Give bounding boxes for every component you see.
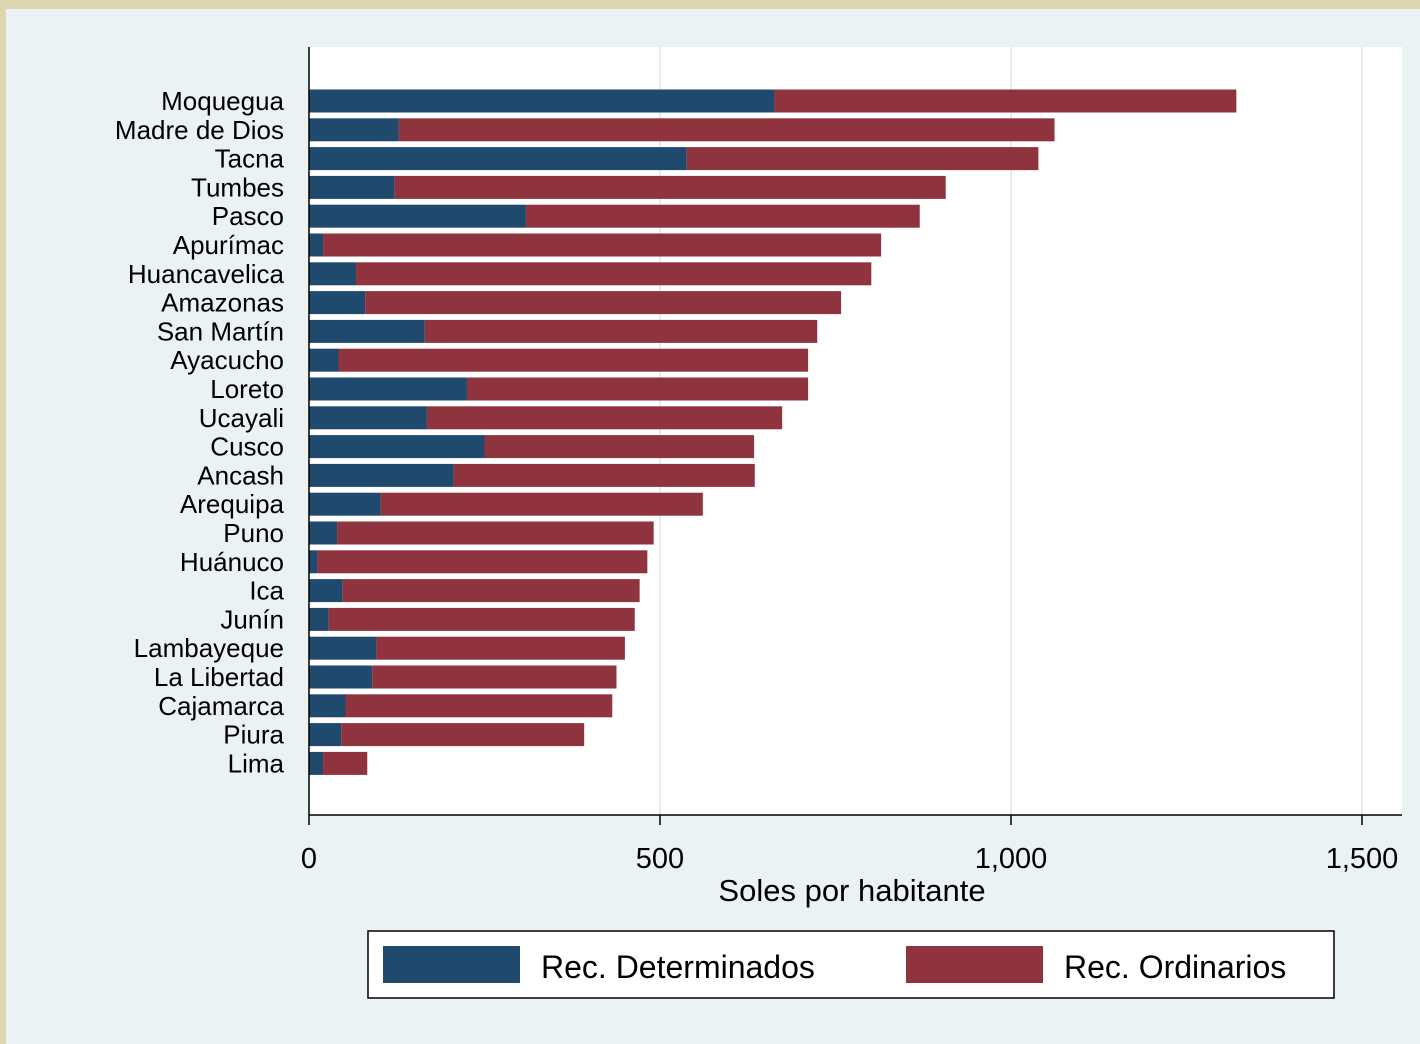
bar-arequipa-rec-determinados	[309, 492, 381, 516]
legend-label-rec-ordinarios: Rec. Ordinarios	[1064, 949, 1286, 985]
x-tick-label-1500: 1,500	[1326, 843, 1399, 875]
legend-swatch-rec-determinados	[383, 946, 520, 983]
bar-amazonas-rec-determinados	[309, 291, 366, 315]
bar-amazonas-rec-ordinarios	[365, 291, 842, 315]
category-label-ayacucho: Ayacucho	[170, 345, 284, 375]
gridlines	[659, 47, 1363, 815]
category-label-madre-de-dios: Madre de Dios	[115, 115, 284, 145]
bar-ancash-rec-ordinarios	[453, 463, 755, 487]
x-tick-label-1000: 1,000	[975, 843, 1048, 875]
category-label-pasco: Pasco	[212, 201, 284, 231]
bar-tumbes-rec-determinados	[309, 175, 395, 199]
bar-loreto-rec-ordinarios	[466, 377, 809, 401]
bar-cajamarca-rec-ordinarios	[345, 694, 613, 718]
bar-tacna-rec-determinados	[309, 147, 687, 171]
bar-arequipa-rec-ordinarios	[380, 492, 703, 516]
bar-junin-rec-ordinarios	[328, 607, 635, 631]
category-label-moquegua: Moquegua	[161, 86, 284, 116]
bar-ancash-rec-determinados	[309, 463, 454, 487]
bar-huancavelica-rec-determinados	[309, 262, 357, 286]
bar-ucayali-rec-determinados	[309, 406, 427, 430]
x-tick-label-0: 0	[301, 843, 317, 875]
legend-label-rec-determinados: Rec. Determinados	[541, 949, 815, 985]
category-label-lima: Lima	[228, 748, 285, 778]
category-label-huanuco: Huánuco	[180, 547, 284, 577]
category-label-tumbes: Tumbes	[191, 172, 284, 202]
bar-junin-rec-determinados	[309, 607, 329, 631]
category-label-ica: Ica	[249, 576, 284, 606]
bar-moquegua-rec-determinados	[309, 89, 775, 113]
legend-box	[367, 930, 1335, 999]
category-label-piura: Piura	[223, 720, 284, 750]
bar-lima-rec-ordinarios	[323, 751, 368, 775]
bars	[309, 89, 1237, 775]
bar-ayacucho-rec-ordinarios	[338, 348, 809, 372]
bar-loreto-rec-determinados	[309, 377, 467, 401]
category-label-apurimac: Apurímac	[173, 230, 284, 260]
category-label-san-martin: San Martín	[157, 316, 284, 346]
bar-lima-rec-determinados	[309, 751, 324, 775]
bar-puno-rec-ordinarios	[337, 521, 654, 545]
bar-pasco-rec-determinados	[309, 204, 526, 228]
category-label-lambayeque: Lambayeque	[134, 633, 284, 663]
bar-san-martin-rec-ordinarios	[424, 319, 818, 343]
bar-huancavelica-rec-ordinarios	[356, 262, 872, 286]
bar-tumbes-rec-ordinarios	[394, 175, 946, 199]
category-label-amazonas: Amazonas	[161, 288, 284, 318]
bar-cusco-rec-determinados	[309, 435, 485, 459]
category-label-arequipa: Arequipa	[180, 489, 285, 519]
bar-ayacucho-rec-determinados	[309, 348, 339, 372]
category-label-loreto: Loreto	[210, 374, 284, 404]
category-label-huancavelica: Huancavelica	[128, 259, 285, 289]
bar-lambayeque-rec-determinados	[309, 636, 377, 660]
bar-ucayali-rec-ordinarios	[426, 406, 783, 430]
bar-madre-de-dios-rec-determinados	[309, 118, 399, 142]
x-axis-title: Soles por habitante	[718, 873, 985, 908]
x-tick-label-500: 500	[636, 843, 684, 875]
category-label-puno: Puno	[223, 518, 284, 548]
bar-cajamarca-rec-determinados	[309, 694, 346, 718]
bar-tacna-rec-ordinarios	[686, 147, 1039, 171]
bar-san-martin-rec-determinados	[309, 319, 425, 343]
category-label-cusco: Cusco	[210, 432, 284, 462]
bar-puno-rec-determinados	[309, 521, 338, 545]
category-label-la-libertad: La Libertad	[154, 662, 284, 692]
legend: Rec. Determinados Rec. Ordinarios	[367, 930, 1335, 999]
legend-swatch-rec-ordinarios	[906, 946, 1043, 983]
bar-piura-rec-ordinarios	[341, 723, 585, 747]
bar-la-libertad-rec-ordinarios	[372, 665, 617, 689]
bar-la-libertad-rec-determinados	[309, 665, 373, 689]
bar-cusco-rec-ordinarios	[484, 435, 755, 459]
bar-madre-de-dios-rec-ordinarios	[398, 118, 1055, 142]
bar-ica-rec-determinados	[309, 579, 343, 603]
x-axis: 0 500 1,000 1,500	[301, 47, 1402, 875]
bar-apurimac-rec-determinados	[309, 233, 324, 257]
category-label-junin: Junín	[220, 604, 284, 634]
category-label-ucayali: Ucayali	[199, 403, 284, 433]
chart-frame: Moquegua Madre de Dios Tacna Tumbes Pasco Apu…	[6, 9, 1420, 1044]
category-label-ancash: Ancash	[197, 460, 284, 490]
category-label-cajamarca: Cajamarca	[158, 691, 284, 721]
bar-apurimac-rec-ordinarios	[323, 233, 882, 257]
bar-pasco-rec-ordinarios	[525, 204, 920, 228]
bar-huanuco-rec-ordinarios	[317, 550, 648, 574]
category-label-tacna: Tacna	[215, 144, 285, 174]
bar-piura-rec-determinados	[309, 723, 342, 747]
bar-ica-rec-ordinarios	[342, 579, 640, 603]
bar-moquegua-rec-ordinarios	[774, 89, 1237, 113]
bar-huanuco-rec-determinados	[309, 550, 318, 574]
bar-lambayeque-rec-ordinarios	[376, 636, 625, 660]
